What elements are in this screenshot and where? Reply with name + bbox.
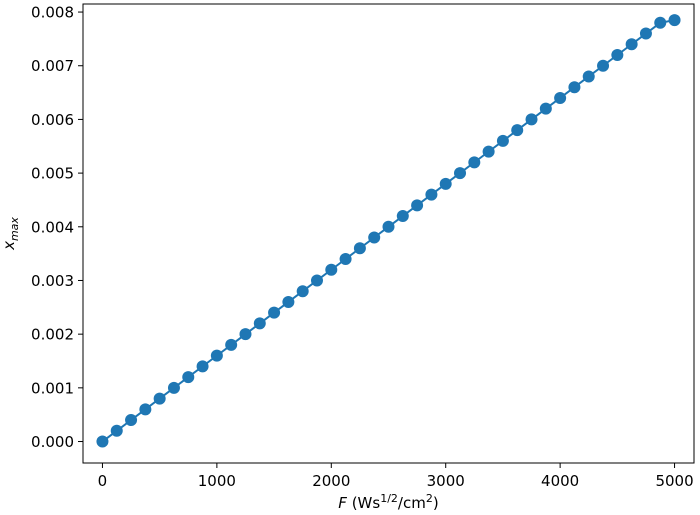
data-point: [268, 306, 281, 319]
data-point: [182, 371, 195, 384]
data-point: [654, 16, 667, 29]
x-axis-label-mid: /cm: [398, 494, 426, 512]
data-point: [539, 102, 552, 115]
data-point: [368, 231, 381, 244]
y-tick-label: 0.006: [31, 111, 74, 129]
y-tick-label: 0.003: [31, 272, 74, 290]
data-point: [525, 113, 538, 126]
data-point: [310, 274, 323, 287]
y-tick-label: 0.002: [31, 326, 74, 344]
data-point: [411, 199, 424, 212]
series-layer: [96, 14, 681, 448]
x-axis-label-pre: (Ws: [347, 494, 380, 512]
plot-frame: [82, 3, 695, 464]
y-tick-label: 0.004: [31, 218, 74, 236]
data-point: [225, 338, 238, 351]
x-tick-label: 5000: [655, 472, 693, 490]
y-tick-label: 0.007: [31, 57, 74, 75]
data-point: [353, 242, 366, 255]
x-tick-label: 0: [98, 472, 108, 490]
data-point: [339, 253, 352, 265]
x-axis-label: F (Ws1/2/cm2): [338, 492, 438, 512]
data-point: [568, 81, 581, 94]
x-tick-label: 3000: [427, 472, 465, 490]
y-axis-label-sub: max: [8, 217, 21, 241]
data-point: [253, 317, 266, 330]
data-point: [439, 177, 452, 190]
data-point: [282, 295, 295, 308]
x-axis-label-sup2: 2: [426, 492, 433, 505]
x-axis-label-var: F: [338, 494, 347, 512]
x-tick-label: 1000: [198, 472, 236, 490]
data-point: [625, 38, 638, 51]
data-point: [110, 424, 123, 437]
data-point: [639, 27, 652, 40]
y-tick-label: 0.001: [31, 379, 74, 397]
data-point: [167, 381, 180, 394]
data-point: [196, 360, 209, 373]
data-point: [496, 134, 509, 147]
x-axis-label-post: ): [433, 494, 439, 512]
data-point: [96, 435, 109, 448]
data-point: [139, 403, 152, 416]
data-point: [296, 285, 309, 298]
y-tick-label: 0.005: [31, 165, 74, 183]
data-point: [125, 414, 138, 427]
data-point: [382, 220, 395, 233]
y-tick-label: 0.008: [31, 4, 74, 22]
data-point: [239, 328, 252, 341]
data-point: [611, 49, 624, 61]
data-point: [597, 59, 610, 72]
data-point: [582, 70, 595, 83]
y-tick-label: 0.000: [31, 433, 74, 451]
data-point: [325, 263, 338, 276]
data-point: [482, 145, 495, 158]
data-point: [668, 14, 681, 27]
data-point: [210, 349, 223, 362]
data-point: [153, 392, 166, 405]
x-axis-label-sup1: 1/2: [380, 492, 398, 505]
data-point: [468, 156, 481, 169]
y-axis-label-var: x: [0, 241, 18, 251]
data-point: [454, 167, 467, 180]
plot-area: [83, 4, 694, 463]
data-point: [425, 188, 438, 201]
data-point: [396, 210, 409, 223]
y-axis-label: xmax: [0, 217, 21, 251]
data-point: [554, 91, 567, 104]
ticks-layer: 0 1000 2000 3000 4000 5000 0.000 0.001 0.002 0.00…: [31, 4, 694, 490]
x-tick-label: 2000: [312, 472, 350, 490]
x-tick-label: 4000: [541, 472, 579, 490]
data-point: [511, 124, 524, 137]
